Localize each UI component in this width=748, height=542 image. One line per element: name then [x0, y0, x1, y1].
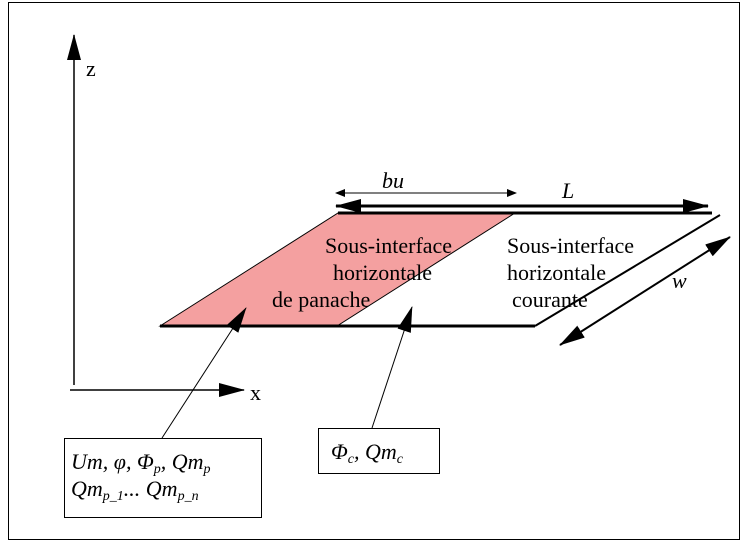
formula-subscript: p — [153, 462, 161, 477]
formula-subscript: c — [347, 452, 354, 467]
L-label: L — [562, 178, 575, 203]
plume-label-line-2: horizontale — [333, 260, 432, 285]
formula-text: , Qm — [353, 439, 397, 464]
formula-subscript: p_n — [177, 489, 199, 504]
plume-vars-line-1: Um, φ, Φp, Qmp — [71, 449, 261, 477]
formula-subscript: p — [203, 462, 211, 477]
current-variables-box: Φc, Qmc — [318, 428, 440, 474]
formula-subscript: p_1 — [102, 489, 124, 504]
bu-label: bu — [382, 168, 404, 193]
diagram-frame — [8, 2, 740, 540]
plume-label-line-1: Sous-interface — [325, 233, 453, 258]
formula-text: Um, φ, Φ — [71, 449, 154, 474]
current-label-line-2: horizontale — [507, 260, 606, 285]
plume-variables-box: Um, φ, Φp, Qmp Qmp_1... Qmp_n — [64, 438, 262, 518]
current-vars-line-1: Φc, Qmc — [331, 439, 439, 467]
formula-text: ... Qm — [123, 476, 178, 501]
formula-subscript: c — [396, 452, 403, 467]
plume-label-line-3: de panache — [272, 287, 371, 312]
formula-text: , Qm — [160, 449, 204, 474]
w-dimension-arrow — [559, 236, 731, 346]
current-pointer-arrow — [371, 306, 413, 429]
w-label: w — [672, 268, 687, 293]
current-label-line-3: courante — [512, 287, 588, 312]
current-label-line-1: Sous-interface — [507, 233, 635, 258]
plume-pointer-arrow — [161, 307, 247, 439]
formula-text: Qm — [71, 476, 103, 501]
plume-vars-line-2: Qmp_1... Qmp_n — [71, 476, 261, 504]
formula-text: Φ — [331, 439, 348, 464]
z-axis-label: z — [86, 56, 96, 81]
x-axis-label: x — [250, 380, 261, 405]
